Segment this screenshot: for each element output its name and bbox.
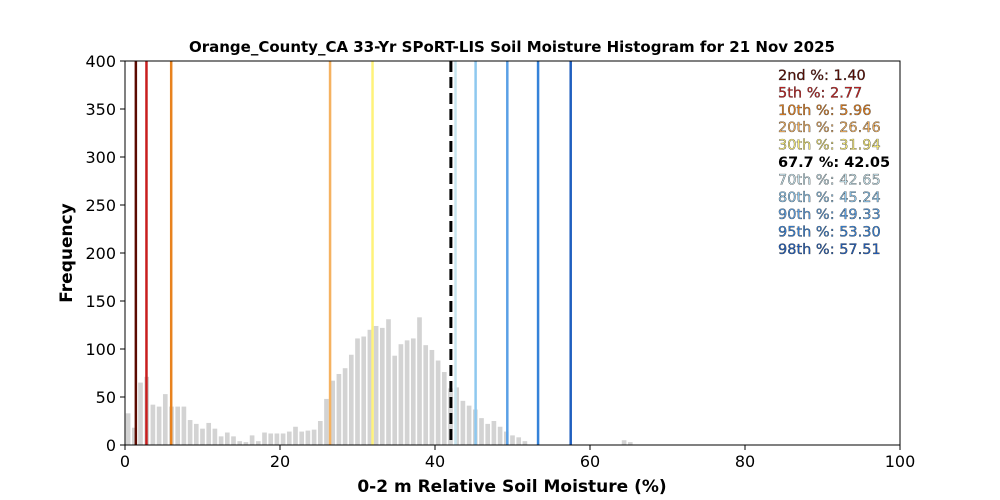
histogram-bar	[156, 406, 162, 445]
histogram-bar	[206, 422, 212, 445]
histogram-bar	[386, 319, 391, 445]
histogram-bar	[348, 354, 354, 445]
histogram-bar	[373, 325, 379, 445]
histogram-bar	[218, 436, 224, 445]
histogram-bar	[429, 349, 435, 445]
x-tick-label: 80	[735, 452, 755, 471]
histogram-bar	[255, 441, 261, 445]
histogram-bar	[200, 428, 205, 445]
legend-entry: 10th %: 5.96	[778, 103, 872, 119]
histogram-bar	[392, 355, 398, 445]
histogram-bar	[460, 400, 466, 445]
legend-entry: 80th %: 45.24	[778, 190, 881, 206]
histogram-bar	[417, 317, 422, 445]
histogram-bar	[305, 430, 311, 445]
y-axis-label: Frequency	[57, 203, 77, 303]
y-tick-label: 200	[85, 244, 116, 263]
legend-entry: 67.7 %: 42.05	[778, 155, 890, 171]
y-tick-label: 350	[85, 100, 116, 119]
bars-group	[125, 317, 633, 445]
histogram-bar	[485, 423, 491, 445]
histogram-bar	[398, 344, 404, 445]
histogram-bar	[361, 336, 367, 445]
histogram-bar	[621, 440, 627, 445]
histogram-bar	[355, 338, 360, 445]
histogram-bar	[262, 432, 267, 445]
legend-entry: 2nd %: 1.40	[778, 68, 866, 84]
histogram-bar	[224, 432, 230, 445]
histogram-bar	[441, 372, 447, 445]
y-tick-label: 100	[85, 340, 116, 359]
histogram-bar	[336, 373, 342, 445]
histogram-bar	[274, 433, 280, 445]
histogram-bar	[181, 406, 187, 445]
histogram-bar	[280, 433, 286, 445]
y-tick-label: 400	[85, 52, 116, 71]
y-tick-label: 250	[85, 196, 116, 215]
legend-entry: 95th %: 53.30	[778, 225, 881, 241]
histogram-bar	[466, 405, 472, 445]
histogram-bar	[627, 442, 633, 445]
histogram-bar	[187, 420, 193, 445]
histogram-bar	[379, 327, 385, 445]
histogram-bar	[131, 427, 137, 445]
histogram-bar	[479, 418, 484, 445]
histogram-bar	[522, 441, 528, 445]
histogram-bar	[237, 441, 243, 445]
histogram-bar	[162, 394, 168, 445]
legend-entry: 90th %: 49.33	[778, 207, 881, 223]
y-tick-label: 300	[85, 148, 116, 167]
histogram-bar	[212, 428, 218, 445]
histogram-bar	[293, 426, 298, 445]
histogram-bar	[330, 380, 336, 445]
legend-entry: 20th %: 26.46	[778, 120, 881, 136]
histogram-bar	[342, 368, 348, 445]
legend-entry: 5th %: 2.77	[778, 85, 862, 101]
histogram-bar	[175, 406, 181, 445]
legend-entry: 98th %: 57.51	[778, 242, 881, 258]
histogram-bar	[510, 435, 515, 445]
y-tick-label: 0	[106, 436, 116, 455]
histogram-bar	[324, 398, 329, 445]
x-axis-label: 0-2 m Relative Soil Moisture (%)	[357, 477, 666, 497]
x-tick-label: 100	[885, 452, 916, 471]
histogram-bar	[516, 437, 522, 445]
histogram-bar	[299, 431, 305, 445]
x-tick-label: 20	[270, 452, 290, 471]
chart-title: Orange_County_CA 33-Yr SPoRT-LIS Soil Mo…	[189, 38, 835, 56]
x-tick-label: 40	[425, 452, 445, 471]
legend-entry: 30th %: 31.94	[778, 138, 881, 154]
histogram-bar	[286, 431, 292, 445]
histogram-bar	[317, 421, 323, 445]
x-tick-label: 0	[120, 452, 130, 471]
histogram-bar	[367, 329, 373, 445]
histogram-bar	[249, 435, 255, 445]
y-tick-label: 50	[96, 388, 116, 407]
histogram-bar	[311, 429, 317, 445]
y-axis-ticks: 0 50 100 150 200 250 300 350 400	[85, 52, 125, 455]
y-tick-label: 150	[85, 292, 116, 311]
histogram-bar	[404, 340, 410, 445]
histogram-bar	[125, 413, 131, 445]
histogram-bar	[268, 433, 274, 445]
histogram-bar	[138, 382, 143, 445]
percentile-lines-group	[134, 61, 572, 445]
histogram-bar	[231, 436, 236, 445]
x-tick-label: 60	[580, 452, 600, 471]
legend-entry: 70th %: 42.65	[778, 172, 881, 188]
histogram-bar	[491, 421, 497, 445]
x-axis-ticks: 0 20 40 60 80 100	[120, 445, 915, 471]
histogram-bar	[497, 426, 503, 445]
histogram-bar	[435, 360, 441, 445]
histogram-bar	[423, 345, 429, 445]
histogram-bar	[243, 442, 249, 445]
histogram-bar	[410, 338, 416, 445]
histogram-bar	[193, 423, 199, 445]
histogram-bar	[150, 404, 156, 445]
